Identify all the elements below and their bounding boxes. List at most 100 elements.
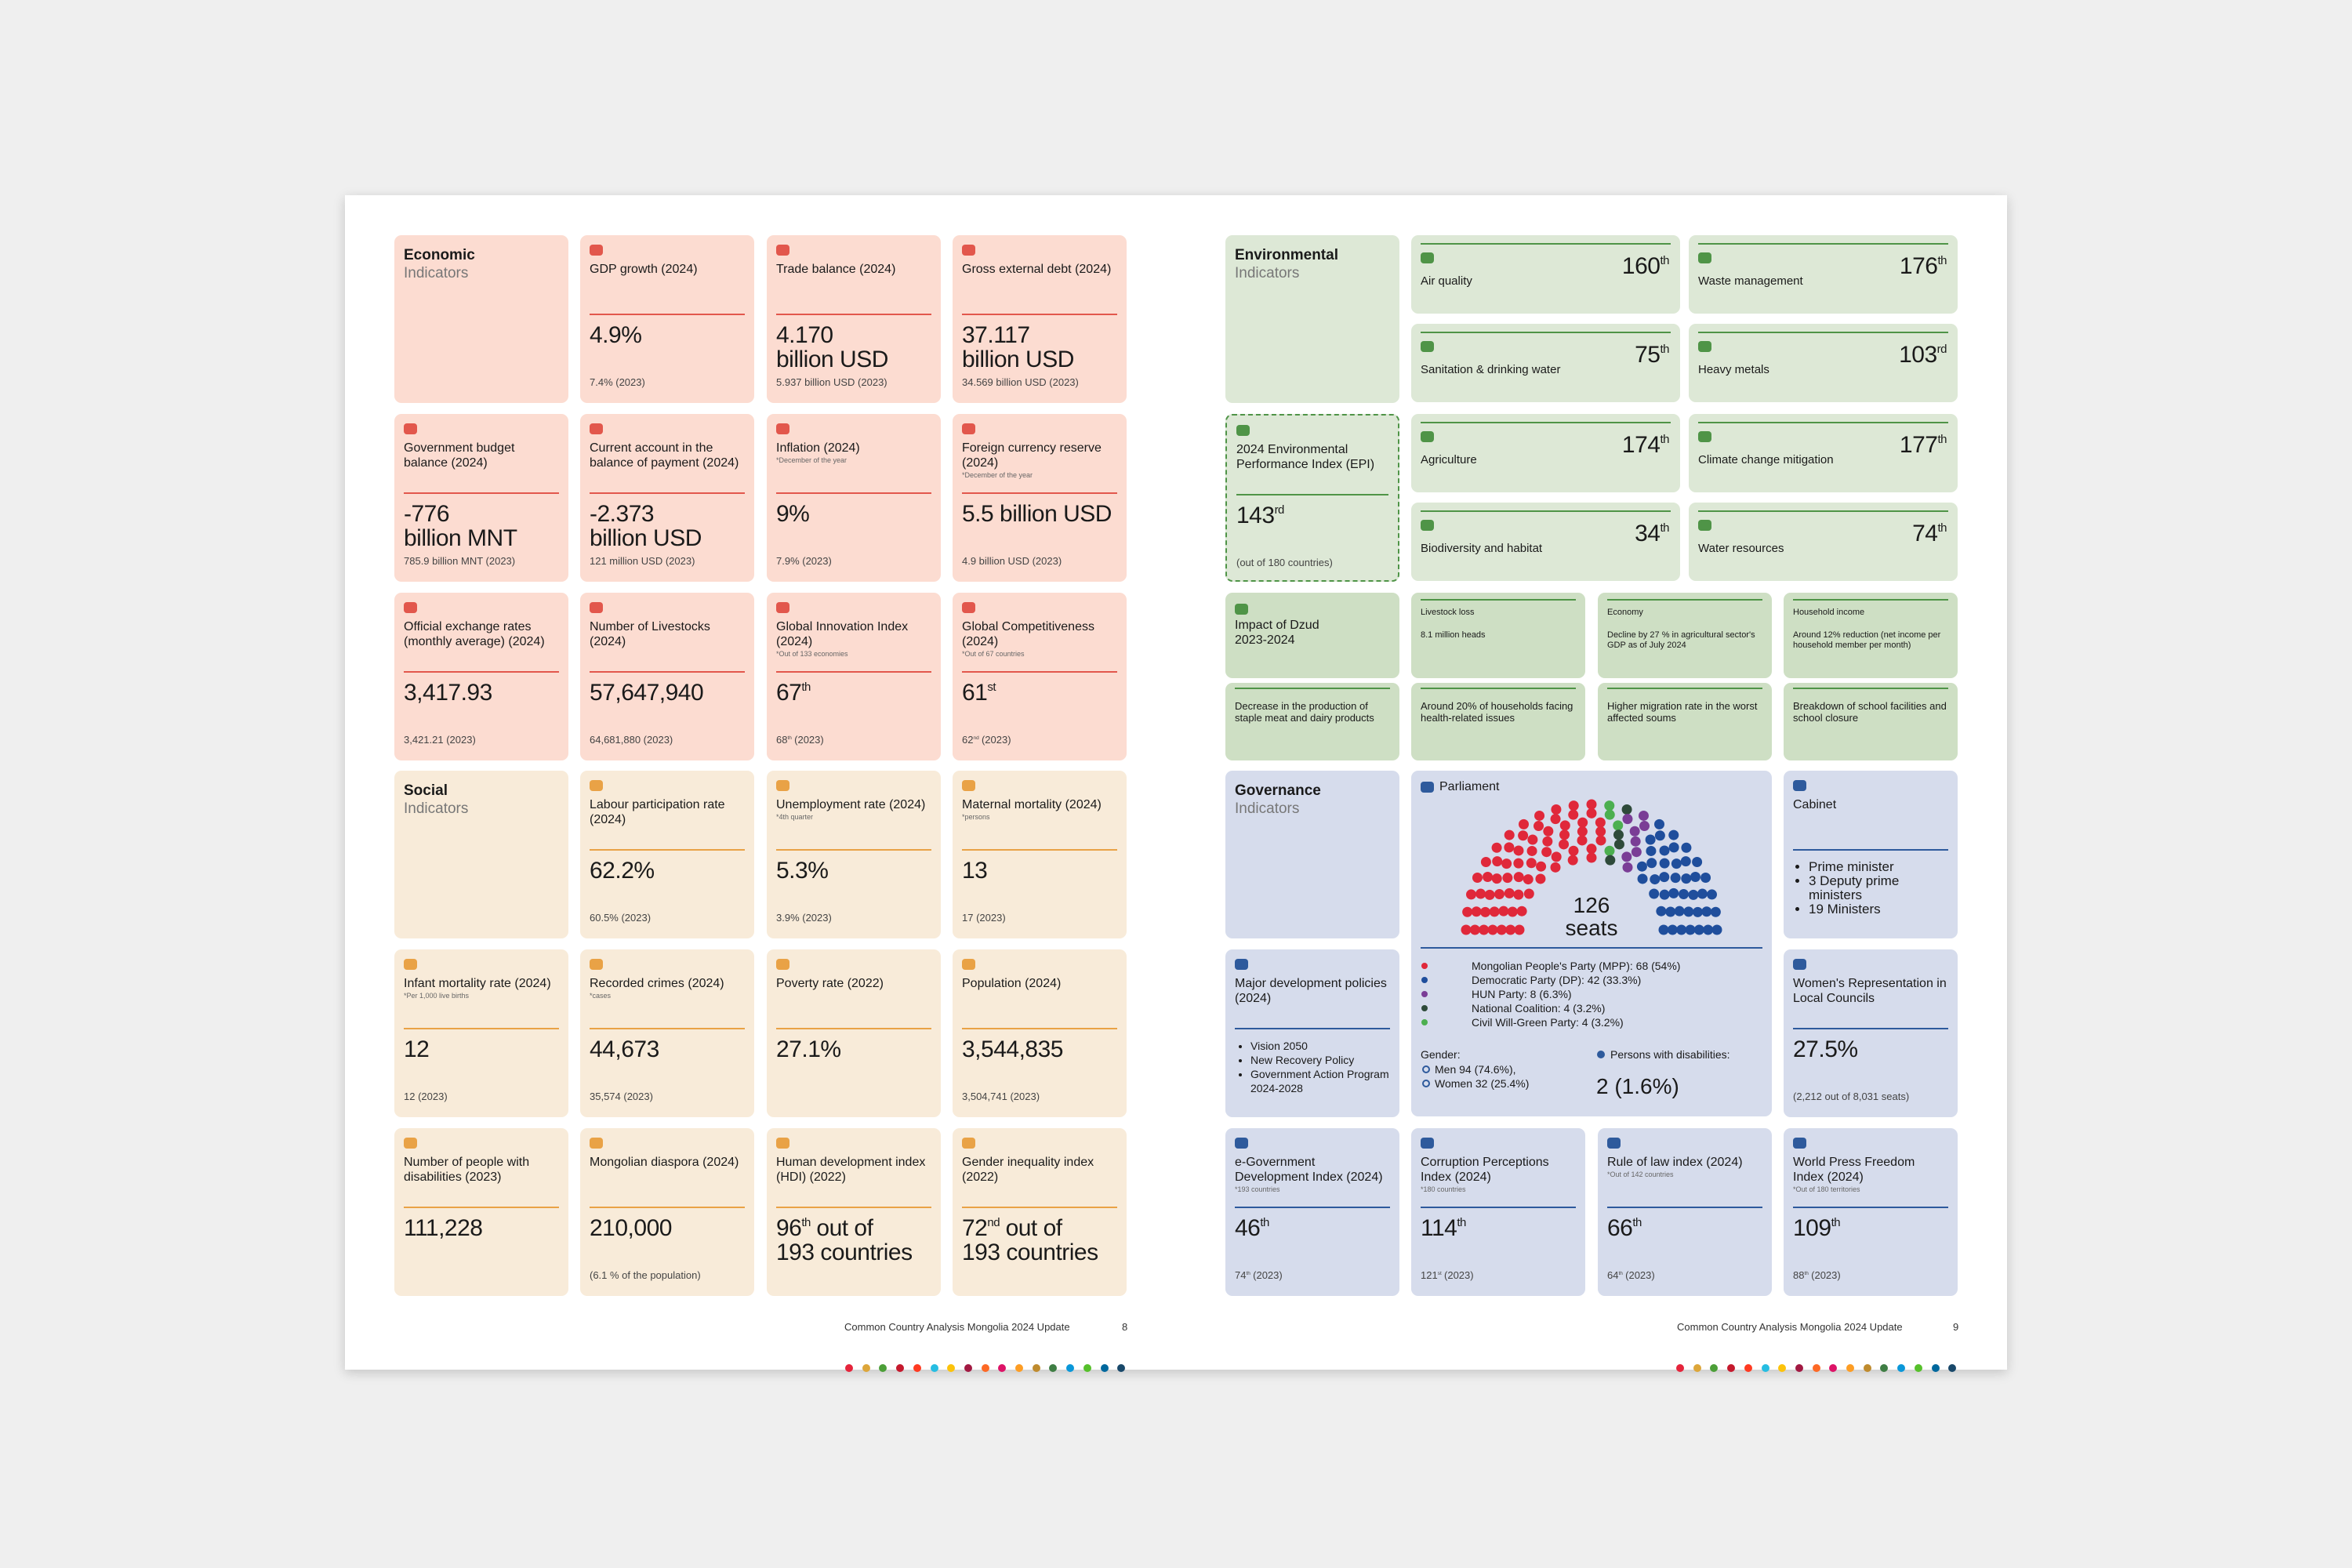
bullet-item: 19 Ministers bbox=[1809, 902, 1948, 916]
divider bbox=[1793, 1028, 1948, 1029]
previous-value: 3,504,741 (2023) bbox=[962, 1091, 1117, 1102]
value-suffix: th bbox=[1660, 521, 1669, 535]
indicator-card: Official exchange rates (monthly average… bbox=[394, 593, 568, 760]
footer-dot bbox=[1931, 1364, 1940, 1372]
divider bbox=[1421, 947, 1762, 949]
seat bbox=[1668, 829, 1679, 840]
label-block: Government budget balance (2024) bbox=[404, 441, 559, 470]
men: Men 94 (74.6%), bbox=[1435, 1063, 1516, 1076]
ranking-label: Agriculture bbox=[1421, 453, 1477, 466]
ranking-value: 75th bbox=[1635, 343, 1669, 367]
seat bbox=[1542, 836, 1553, 847]
divider bbox=[962, 849, 1117, 851]
seat bbox=[1621, 851, 1632, 862]
value: 46th bbox=[1235, 1216, 1390, 1240]
seat bbox=[1595, 817, 1606, 828]
value-suffix: th bbox=[1632, 1216, 1642, 1229]
value-text: 4.9 billion USD (2023) bbox=[962, 555, 1062, 567]
value-rest: (2023) bbox=[1444, 1269, 1474, 1281]
ranking-card: Waste management 176th bbox=[1689, 235, 1958, 314]
previous-value: 74th (2023) bbox=[1235, 1269, 1390, 1281]
value: 13 bbox=[962, 858, 1117, 883]
value-text: 3,544,835 bbox=[962, 1036, 1063, 1062]
seats-label: seats bbox=[1565, 916, 1618, 940]
bullet-item: Vision 2050 bbox=[1250, 1039, 1390, 1053]
label-block: Population (2024) bbox=[962, 976, 1117, 991]
disabilities-label: Persons with disabilities: bbox=[1610, 1048, 1730, 1061]
effect-text: Around 20% of households facing health-r… bbox=[1421, 700, 1573, 724]
indicator-card: Poverty rate (2022) 27.1% bbox=[767, 949, 941, 1117]
footer-dot bbox=[1829, 1364, 1838, 1372]
section-header: Governance Indicators bbox=[1225, 771, 1399, 938]
seat bbox=[1516, 906, 1527, 916]
seat bbox=[1550, 862, 1561, 873]
seat bbox=[1480, 856, 1491, 867]
value-suffix: st bbox=[987, 681, 996, 694]
footer-dot bbox=[845, 1364, 853, 1372]
icon bbox=[404, 1138, 417, 1149]
seat bbox=[1697, 888, 1708, 899]
value-text: 3,421.21 (2023) bbox=[404, 734, 476, 746]
icon bbox=[1698, 431, 1711, 442]
value: 61st bbox=[962, 681, 1117, 705]
divider bbox=[1793, 599, 1948, 601]
ranking-value: 176th bbox=[1900, 254, 1947, 278]
divider bbox=[1793, 849, 1948, 851]
divider bbox=[962, 1028, 1117, 1029]
divider bbox=[776, 1028, 931, 1029]
previous-value: 4.9 billion USD (2023) bbox=[962, 555, 1117, 567]
seat bbox=[1659, 889, 1670, 900]
label-block: Poverty rate (2022) bbox=[776, 976, 931, 991]
seat bbox=[1518, 818, 1529, 829]
value-text: 785.9 billion MNT (2023) bbox=[404, 555, 516, 567]
female-icon bbox=[1422, 1080, 1430, 1087]
seat bbox=[1541, 847, 1552, 858]
party-label: Civil Will-Green Party: 4 (3.2%) bbox=[1472, 1016, 1624, 1029]
divider bbox=[590, 671, 745, 673]
seat bbox=[1678, 888, 1689, 899]
seat bbox=[1630, 836, 1641, 847]
label-block: World Press Freedom Index (2024) *Out of … bbox=[1793, 1155, 1948, 1194]
value: 4.170 billion USD bbox=[776, 323, 931, 372]
value-suffix: th bbox=[1660, 343, 1669, 356]
value-text: 103 bbox=[1899, 342, 1937, 368]
divider bbox=[1421, 688, 1576, 689]
value-text: 74 bbox=[1235, 1269, 1247, 1281]
indicator-card: 2024 Environmental Performance Index (EP… bbox=[1225, 414, 1399, 582]
value-text: 12 bbox=[404, 1036, 430, 1062]
divider bbox=[776, 314, 931, 315]
value: 4.9% bbox=[590, 323, 745, 347]
value: 27.5% bbox=[1793, 1037, 1948, 1062]
seat bbox=[1668, 842, 1679, 853]
value-text: 34.569 billion USD (2023) bbox=[962, 376, 1079, 388]
value-text: 177 bbox=[1899, 432, 1938, 458]
card-note: *Out of 142 countries bbox=[1607, 1171, 1674, 1178]
impact-text: Decline by 27 % in agricultural sector's… bbox=[1607, 630, 1755, 650]
footer-dot bbox=[1880, 1364, 1889, 1372]
icon bbox=[1236, 425, 1250, 436]
value-text: 4.170 bbox=[776, 322, 833, 348]
icon bbox=[1235, 604, 1248, 615]
value-line2: billion MNT bbox=[404, 525, 517, 551]
seat bbox=[1665, 906, 1676, 917]
gender-label: Gender: bbox=[1421, 1048, 1461, 1061]
footer-dot bbox=[998, 1364, 1007, 1372]
seat bbox=[1543, 826, 1554, 837]
value: 57,647,940 bbox=[590, 681, 745, 705]
value-rest: (2023) bbox=[1253, 1269, 1283, 1281]
value-text: -776 bbox=[404, 501, 450, 527]
value-suffix: rd bbox=[1936, 343, 1947, 356]
seat bbox=[1636, 861, 1647, 872]
indicator-card: Recorded crimes (2024) *cases 44,673 35,574… bbox=[580, 949, 754, 1117]
previous-value: 5.937 billion USD (2023) bbox=[776, 376, 931, 388]
section-subtitle: Indicators bbox=[1235, 265, 1300, 281]
value-text: 3,417.93 bbox=[404, 680, 492, 706]
value: 143rd bbox=[1236, 503, 1388, 528]
divider bbox=[1421, 243, 1671, 245]
value: 72nd out of 193 countries bbox=[962, 1216, 1117, 1265]
seat bbox=[1535, 873, 1546, 884]
icon bbox=[1698, 520, 1711, 531]
section-title: Environmental bbox=[1235, 247, 1338, 263]
seat bbox=[1559, 829, 1570, 840]
value-suffix: th bbox=[1937, 433, 1947, 446]
